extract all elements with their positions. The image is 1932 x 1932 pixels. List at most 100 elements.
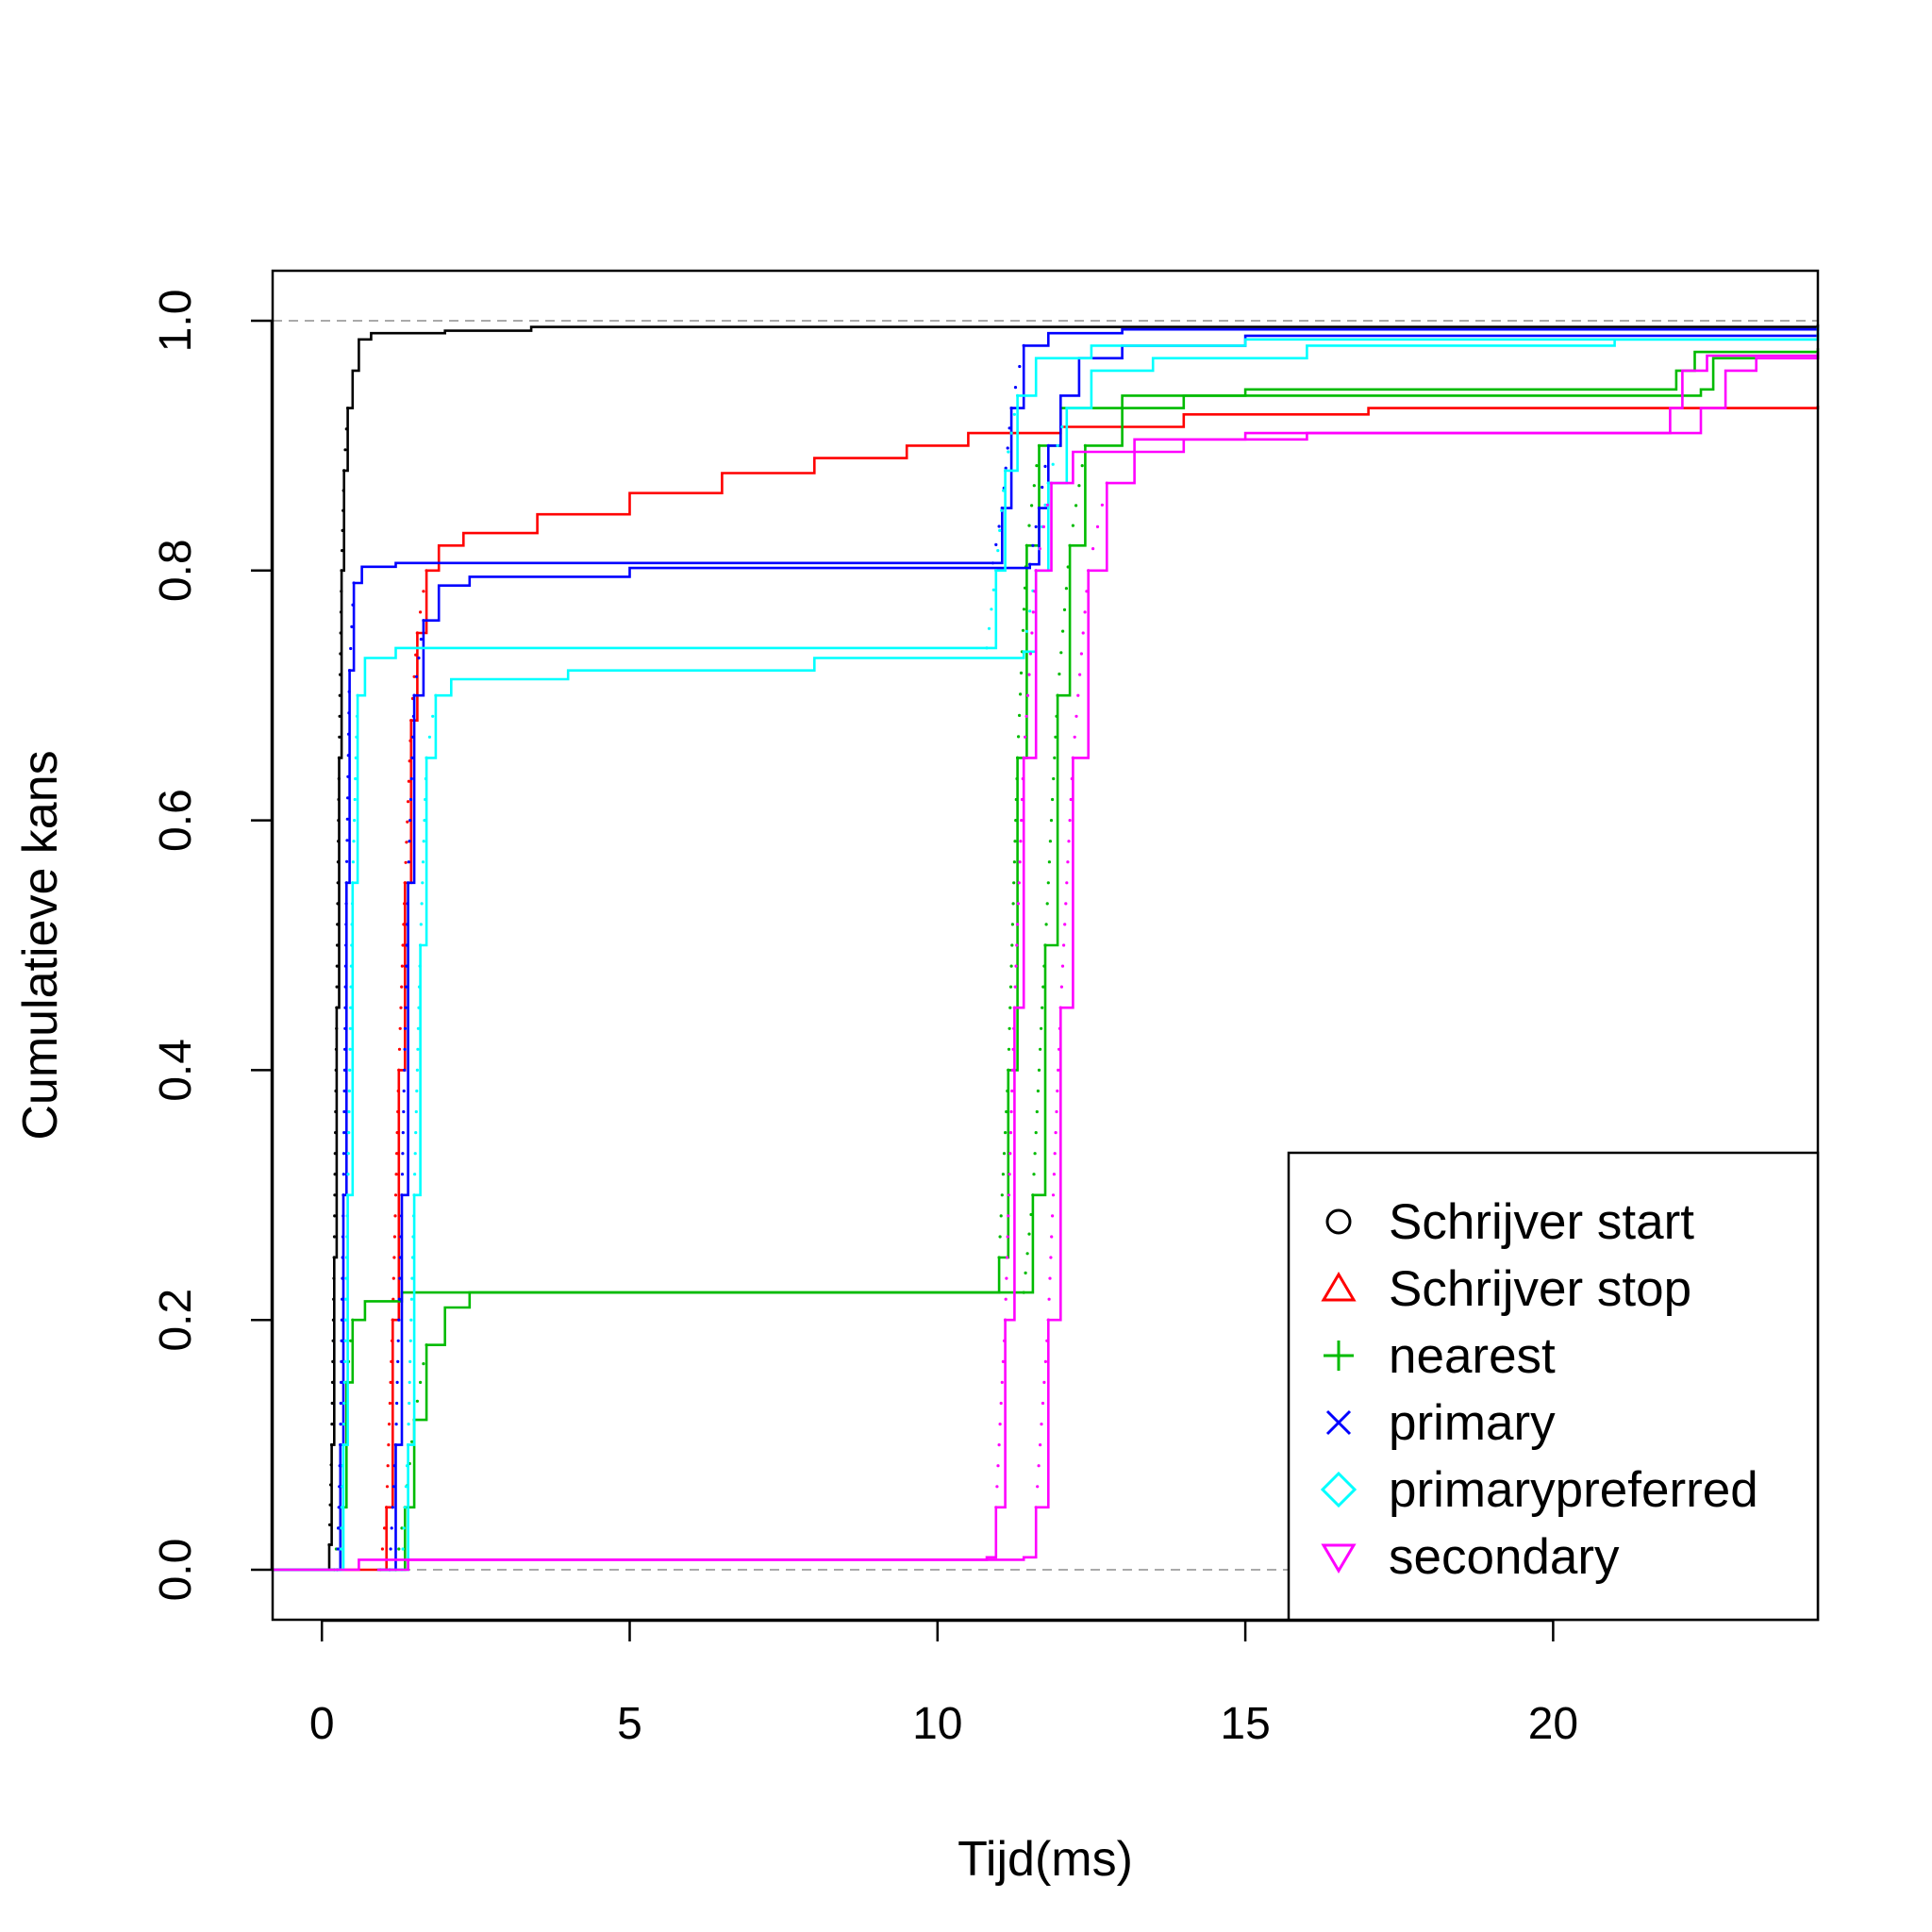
series-point [1041,1006,1044,1009]
series-line [376,333,1820,1572]
series-point [1008,1152,1012,1156]
series-point [343,1047,347,1051]
series-point [339,610,343,614]
series-point [1058,672,1061,676]
series-point [346,796,350,800]
series-point [422,590,425,593]
series-point [1024,1271,1027,1274]
x-axis: 0 5 10 15 20 [309,1619,1578,1749]
series-point [1087,569,1091,573]
series-point [410,1440,414,1443]
series-point [391,1506,394,1509]
series-point [998,1235,1002,1239]
series-point [339,652,342,656]
series-point [1042,964,1046,968]
series-point [1004,1131,1008,1135]
series-point [999,1214,1003,1218]
series-point [385,1485,390,1489]
series-point [396,1089,400,1093]
series-point [1019,840,1023,843]
series-point [1002,1152,1007,1156]
series-point [403,1068,407,1072]
series-point [1021,628,1025,632]
series-point [1051,797,1055,802]
series-point [1018,860,1022,864]
series-point [1022,756,1025,760]
series-secondary [273,352,1820,1572]
series-point [349,1006,353,1009]
series-point [1085,590,1089,593]
series-point [414,653,418,657]
series-point [423,819,426,823]
series-point [339,1423,342,1426]
series-point [991,588,995,591]
series-point [340,1380,343,1384]
series-point [345,859,349,863]
series-point [341,1423,345,1426]
series-point [1027,673,1031,676]
series-point [331,1339,335,1342]
series-point [344,1297,348,1301]
series-line [376,352,1820,1572]
series-point [330,1401,334,1406]
series-point [1049,819,1054,823]
series-point [344,1276,348,1280]
series-point [1018,364,1022,369]
series-point [1052,776,1056,781]
series-point [1095,525,1100,529]
series-point [1062,943,1066,947]
series-point [1058,1026,1061,1030]
series-point [399,1006,403,1009]
series-point [1037,507,1041,510]
series-point [344,427,348,431]
series-point [406,820,409,824]
series-point [343,1006,347,1009]
series-point [333,1214,337,1218]
series-point [411,714,415,718]
series-primarypreferred [273,326,1820,1572]
series-point [418,964,422,968]
series-point [333,1193,337,1197]
series-point [347,1089,351,1093]
series-point [1055,1109,1058,1114]
series-point [985,646,989,650]
series-point [404,985,408,989]
series-point [388,1423,391,1426]
series-point [346,1193,350,1197]
series-point [332,1256,336,1259]
series-point [1022,1291,1025,1294]
series-point [1021,776,1024,781]
series-point [422,1362,425,1366]
series-point [398,1256,402,1259]
series-point [417,1006,421,1009]
x-axis-title: Tijd(ms) [958,1832,1133,1887]
series-point [391,1485,395,1489]
series-point [1038,547,1041,551]
series-point [1010,1089,1014,1093]
series-point [1012,1006,1016,1009]
series-point [345,839,349,842]
series-point [405,943,408,947]
series-point [407,779,410,783]
series-point [419,943,423,947]
series-point [339,1401,342,1406]
series-point [1031,610,1035,614]
series-point [391,1276,395,1280]
series-point [1060,964,1065,968]
series-point [1066,860,1070,864]
series-point [422,619,425,623]
series-point [1051,1214,1055,1218]
series-point [1059,651,1063,655]
series-point [397,1297,401,1301]
series-point [1004,466,1008,470]
series-point [1048,1276,1052,1280]
series-point [425,756,428,760]
series-nearest [273,348,1820,1572]
series-point [388,1401,391,1406]
series-point [385,1506,389,1509]
series-point [340,1339,343,1342]
series-point [1004,469,1008,473]
series-point [1019,692,1023,696]
series-point [338,1464,341,1468]
series-point [1025,1252,1029,1256]
